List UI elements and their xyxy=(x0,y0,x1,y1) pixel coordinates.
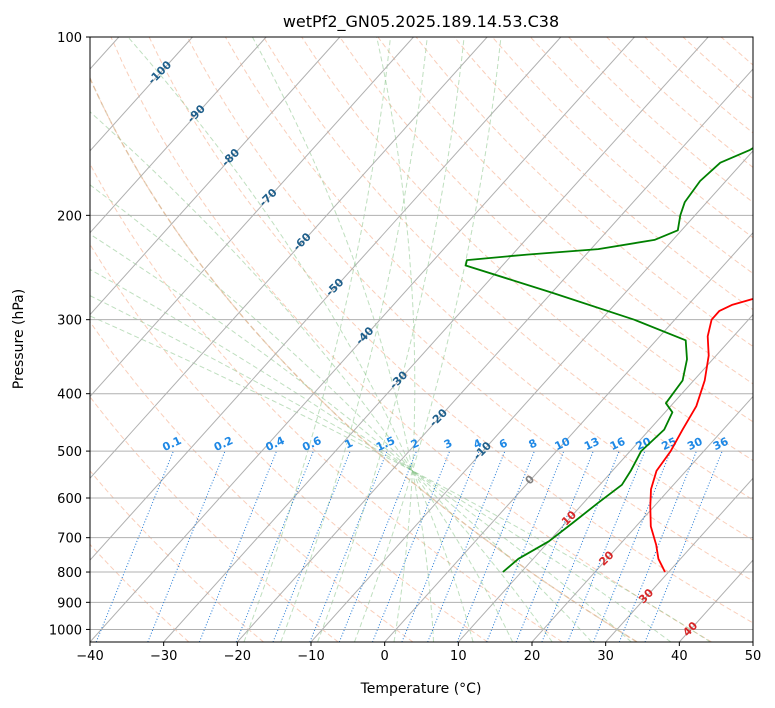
mixing-ratio-line xyxy=(567,450,646,642)
isotherm-line xyxy=(605,477,753,642)
mixing-ratio-line xyxy=(486,450,565,642)
moist-adiabat xyxy=(90,233,593,642)
x-tick-label: −30 xyxy=(150,649,177,664)
y-tick-label: 400 xyxy=(57,388,82,403)
dry-adiabat xyxy=(148,37,753,624)
x-tick-label: 20 xyxy=(524,649,541,664)
y-tick-label: 600 xyxy=(57,492,82,507)
mixing-ratio-line xyxy=(198,450,277,642)
isotherm-line xyxy=(90,37,635,642)
mixing-ratio-line xyxy=(644,450,723,642)
profiles xyxy=(464,146,753,573)
isotherm-line xyxy=(90,37,488,480)
x-tick-label: −40 xyxy=(76,649,103,664)
moist-adiabat xyxy=(251,37,434,642)
mixing-ratio-line xyxy=(147,450,226,642)
moist-adiabat xyxy=(376,37,416,642)
mixing-ratio-line xyxy=(338,450,417,642)
dry-adiabat xyxy=(90,76,638,642)
moist-adiabat xyxy=(90,268,632,642)
plot-area: -100-90-80-70-60-50-40-30-20-10010203040… xyxy=(90,37,753,642)
mixing-ratio-lines xyxy=(95,450,723,642)
y-tick-label: 100 xyxy=(57,31,82,46)
y-axis: 100 200 300 400 500 600 700 800 900 1000 xyxy=(49,31,90,638)
x-tick-label: 10 xyxy=(450,649,467,664)
mixing-ratio-line xyxy=(456,450,535,642)
temperature-profile-line xyxy=(649,298,753,573)
x-tick-label: −20 xyxy=(224,649,251,664)
y-tick-label: 300 xyxy=(57,314,82,329)
x-tick-label: 30 xyxy=(597,649,614,664)
mixing-ratio-line xyxy=(95,450,174,642)
mixing-ratio-label: 13 xyxy=(582,435,601,453)
x-tick-label: 40 xyxy=(671,649,688,664)
isotherm-line xyxy=(236,68,753,642)
mixing-ratio-label: 20 xyxy=(634,435,654,453)
dry-adiabat xyxy=(110,37,712,642)
mixing-ratio-line xyxy=(272,450,351,642)
mixing-ratio-label: 36 xyxy=(711,435,731,453)
dry-adiabat xyxy=(377,37,753,385)
mixing-ratio-label: 30 xyxy=(685,435,705,453)
mixing-ratio-line xyxy=(401,450,480,642)
y-tick-label: 200 xyxy=(57,209,82,224)
isotherm-line xyxy=(90,37,193,152)
dry-adiabat xyxy=(339,37,753,423)
moist-adiabat xyxy=(90,111,514,642)
dewpoint-profile-line xyxy=(464,146,753,573)
moist-adiabat xyxy=(280,37,428,642)
y-tick-label: 800 xyxy=(57,566,82,581)
mixing-ratio-line xyxy=(235,450,314,642)
dry-adiabat xyxy=(90,243,488,642)
mixing-ratio-label: 10 xyxy=(553,435,573,453)
isotherm-line xyxy=(163,37,709,642)
x-tick-label: 50 xyxy=(745,649,762,664)
x-tick-label: 0 xyxy=(381,649,389,664)
moist-adiabat xyxy=(90,315,711,642)
y-tick-label: 900 xyxy=(57,596,82,611)
isotherm-line xyxy=(90,37,341,316)
dry-adiabat xyxy=(186,37,753,582)
mixing-ratio-line xyxy=(515,450,594,642)
isotherm-line xyxy=(531,395,753,642)
isotherm-line xyxy=(310,150,753,642)
moist-adiabat xyxy=(127,37,474,642)
mixing-ratio-label: 16 xyxy=(608,435,628,453)
moist-adiabat xyxy=(90,184,553,642)
dry-adiabat xyxy=(224,37,753,541)
isotherm-line xyxy=(384,231,753,642)
x-axis-label: Temperature (°C) xyxy=(360,681,482,697)
y-axis-label: Pressure (hPa) xyxy=(11,289,27,389)
x-tick-label: −10 xyxy=(297,649,324,664)
background-lines xyxy=(90,37,753,642)
y-tick-label: 500 xyxy=(57,445,82,460)
mixing-ratio-line xyxy=(618,450,697,642)
dry-adiabat xyxy=(453,37,753,311)
moist-adiabat xyxy=(243,37,391,642)
y-tick-label: 1000 xyxy=(49,623,82,638)
reference-adiabat xyxy=(90,76,638,642)
chart-title: wetPf2_GN05.2025.189.14.53.C38 xyxy=(283,12,559,32)
mixing-ratio-line xyxy=(309,450,388,642)
mixing-ratio-line xyxy=(427,450,506,642)
x-axis: −40 −30 −20 −10 0 10 20 30 40 50 xyxy=(76,642,761,664)
y-tick-label: 700 xyxy=(57,532,82,547)
isotherm-line xyxy=(90,37,267,234)
moist-adiabat xyxy=(353,37,502,642)
moist-adiabat xyxy=(317,37,465,642)
mixing-ratio-line xyxy=(372,450,451,642)
dry-adiabat xyxy=(90,470,264,642)
mixing-ratio-label: 25 xyxy=(659,435,678,453)
dry-adiabat xyxy=(90,162,563,642)
mixing-ratio-line xyxy=(593,450,672,642)
isotherm-line xyxy=(90,37,562,561)
mixing-ratio-line xyxy=(541,450,620,642)
isotherm-line xyxy=(90,37,414,398)
dry-adiabat xyxy=(90,396,339,642)
plot-frame xyxy=(89,36,754,643)
dry-adiabat xyxy=(263,37,753,501)
